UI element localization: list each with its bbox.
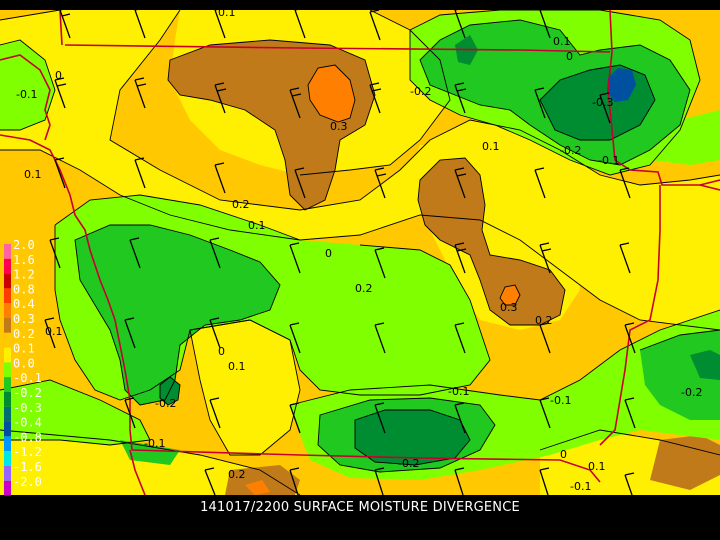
contour-value-label: 0.1 — [553, 35, 571, 48]
legend-swatch — [4, 362, 11, 378]
contour-value-label: -0.2 — [398, 457, 419, 470]
legend-swatch — [4, 392, 11, 407]
color-legend: 2.01.61.20.80.40.30.20.10.0-0.1-0.2-0.3-… — [4, 238, 42, 496]
contour-labels: 0.10.10-0.1 -0.2-0.30.10-0.2-0.10.10.30.2… — [16, 6, 702, 493]
legend-swatch — [4, 406, 11, 422]
legend-label: 1.2 — [13, 268, 35, 282]
legend-swatch — [4, 332, 11, 348]
level-pos-03-regions — [245, 65, 520, 495]
legend-swatch — [4, 303, 11, 318]
contour-value-label: 0.1 — [482, 140, 500, 153]
legend-label: 0.1 — [13, 342, 35, 356]
contour-value-label: 0.1 — [228, 360, 246, 373]
legend-swatch — [4, 244, 11, 259]
contour-value-label: 0.2 — [228, 468, 246, 481]
legend-label: 0.0 — [13, 356, 35, 370]
contour-value-label: 0.1 — [248, 219, 266, 232]
legend-label: -1.2 — [13, 445, 42, 459]
contour-value-label: 0 — [566, 50, 573, 63]
contour-value-label: -0.2 — [681, 386, 702, 399]
contour-value-label: -0.2 — [560, 144, 581, 157]
contour-value-label: -0.1 — [448, 385, 469, 398]
legend-swatch — [4, 377, 11, 392]
legend-label: -2.0 — [13, 475, 42, 489]
legend-swatch — [4, 451, 11, 466]
contour-value-label: -0.1 — [570, 480, 591, 493]
legend-label: -0.3 — [13, 401, 42, 415]
map-caption: 141017/2200 SURFACE MOISTURE DIVERGENCE — [200, 500, 520, 515]
legend-swatch — [4, 421, 11, 437]
contour-value-label: 0.2 — [355, 282, 373, 295]
legend-swatch — [4, 480, 11, 496]
contour-value-label: 0 — [325, 247, 332, 260]
contour-value-label: 0 — [55, 69, 62, 82]
legend-swatch — [4, 288, 11, 304]
contour-lines — [0, 9, 720, 496]
legend-swatch — [4, 436, 11, 452]
contour-value-label: 0.1 — [588, 460, 606, 473]
legend-label: -0.2 — [13, 386, 42, 400]
contour-value-label: -0.1 — [16, 88, 37, 101]
contour-value-label: 0.1 — [24, 168, 42, 181]
legend-label: -0.1 — [13, 371, 42, 385]
legend-label: 2.0 — [13, 238, 35, 252]
contour-value-label: 0.1 — [218, 6, 236, 19]
contour-value-label: -0.1 — [550, 394, 571, 407]
legend-swatch — [4, 318, 11, 333]
legend-label: 1.6 — [13, 253, 35, 267]
contour-value-label: -0.1 — [598, 154, 619, 167]
legend-label: -0.8 — [13, 430, 42, 444]
legend-label: -0.4 — [13, 416, 42, 430]
legend-swatch — [4, 273, 11, 289]
legend-label: 0.2 — [13, 327, 35, 341]
contour-value-label: -0.2 — [155, 397, 176, 410]
contour-value-label: 0.2 — [232, 198, 250, 211]
legend-label: 0.8 — [13, 282, 35, 296]
contour-value-label: 0 — [560, 448, 567, 461]
contour-value-label: -0.1 — [144, 437, 165, 450]
legend-swatch — [4, 466, 11, 481]
legend-label: 0.4 — [13, 297, 35, 311]
level-neg-04-regions — [607, 68, 636, 102]
legend-label: 0.3 — [13, 312, 35, 326]
legend-swatch — [4, 347, 11, 363]
legend-swatch — [4, 258, 11, 274]
contour-value-label: 0.3 — [330, 120, 348, 133]
contour-value-label: 0.3 — [500, 301, 518, 314]
contour-value-label: -0.3 — [592, 96, 613, 109]
legend-label: -1.6 — [13, 460, 42, 474]
wind-barbs — [44, 7, 636, 496]
contour-value-label: 0.1 — [45, 325, 63, 338]
contour-value-label: 0 — [218, 345, 225, 358]
contour-value-label: 0.2 — [535, 314, 553, 327]
contour-value-label: -0.2 — [410, 85, 431, 98]
